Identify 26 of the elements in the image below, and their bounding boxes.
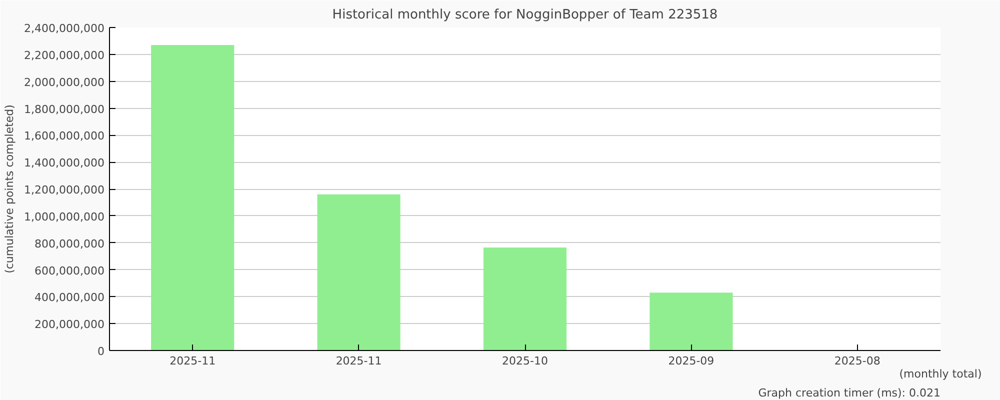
y-tick-label: 800,000,000: [34, 237, 105, 250]
y-tick-label: 2,400,000,000: [24, 22, 105, 35]
bar: [317, 194, 400, 350]
y-tick-label: 1,400,000,000: [24, 156, 105, 170]
y-tick-label: 1,200,000,000: [24, 184, 105, 196]
y-tick-label: 200,000,000: [34, 318, 105, 332]
y-tick-label: 400,000,000: [34, 291, 105, 304]
y-tick-label: 1,000,000,000: [24, 210, 105, 224]
y-tick-label: 2,000,000,000: [24, 76, 105, 89]
y-tick-label: 2,200,000,000: [24, 48, 105, 62]
x-tick-label: 2025-10: [502, 354, 548, 368]
bar: [483, 248, 567, 350]
x-axis-title: (monthly total): [899, 368, 982, 380]
y-tick-label: 600,000,000: [34, 264, 105, 278]
chart-title: Historical monthly score for NogginBopper of Team 223518: [332, 8, 718, 22]
y-tick-label: 1,800,000,000: [24, 102, 105, 116]
bar: [151, 44, 234, 350]
x-tick-label: 2025-09: [668, 354, 714, 368]
x-tick-label: 2025-08: [834, 354, 880, 368]
x-tick-label: 2025-11: [336, 354, 382, 368]
y-tick-label: 1,600,000,000: [24, 130, 105, 143]
y-axis-title: (cumulative points completed): [3, 104, 16, 274]
x-tick-label: 2025-11: [170, 354, 216, 368]
text: Graph creation timer (ms): 0.021: [758, 386, 941, 400]
bar: [650, 292, 733, 350]
y-tick-label: 0: [98, 345, 104, 358]
